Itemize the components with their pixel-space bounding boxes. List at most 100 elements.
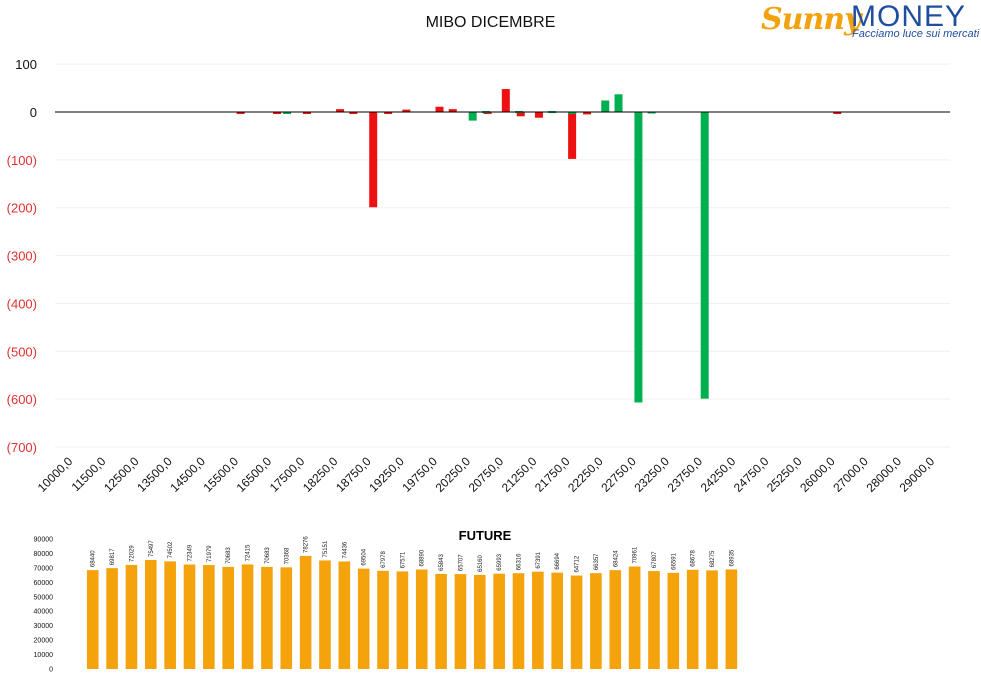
chart-bar (634, 112, 643, 403)
future-y-tick-label: 90000 (34, 537, 54, 544)
future-bar (435, 573, 447, 669)
future-data-label: 68890 (420, 549, 426, 566)
future-data-label: 66591 (671, 552, 677, 569)
chart-bar (583, 112, 592, 115)
future-data-label: 65993 (497, 553, 503, 570)
x-tick-label: 18750,0 (333, 454, 374, 495)
x-tick-label: 10000,0 (35, 454, 76, 495)
chart-bar (647, 111, 656, 114)
future-y-tick-label: 80000 (34, 551, 54, 558)
future-bar (106, 568, 118, 669)
future-bar (357, 568, 370, 669)
future-data-label: 66316 (517, 553, 523, 570)
x-tick-label: 14500,0 (167, 454, 208, 495)
future-bar (570, 575, 583, 669)
future-data-label: 65707 (458, 554, 464, 571)
future-y-tick-label: 70000 (34, 565, 54, 572)
future-data-label: 66357 (594, 553, 600, 570)
chart-bar (516, 112, 525, 117)
future-chart-title: FUTURE (458, 528, 512, 543)
x-tick-label: 23250,0 (631, 454, 672, 495)
x-tick-label: 13500,0 (134, 454, 175, 495)
x-tick-label: 29000,0 (897, 454, 938, 495)
future-bar (667, 572, 680, 669)
future-bar (648, 571, 660, 669)
y-tick-label: (700) (7, 440, 37, 455)
y-tick-label: 0 (30, 105, 37, 120)
y-tick-label: (200) (7, 201, 37, 216)
x-tick-label: 20250,0 (433, 454, 474, 495)
future-data-label: 68935 (729, 549, 735, 566)
future-bar (686, 569, 699, 669)
future-data-label: 72415 (246, 544, 252, 561)
main-chart-gridlines (55, 63, 950, 448)
future-data-label: 65160 (478, 555, 484, 572)
future-data-label: 70683 (265, 547, 271, 564)
chart-bar (833, 112, 842, 114)
x-tick-label: 15500,0 (201, 454, 242, 495)
future-bar (532, 571, 544, 669)
chart-bar (700, 112, 709, 399)
future-bar (319, 560, 331, 669)
x-tick-label: 19750,0 (399, 454, 440, 495)
future-bar (415, 569, 428, 669)
chart-bar (402, 109, 411, 112)
future-bar (512, 573, 525, 669)
main-chart-x-axis: 10000,011500,012500,013500,014500,015500… (35, 454, 938, 495)
future-bar (628, 566, 641, 669)
future-data-label: 69817 (110, 548, 116, 565)
future-bar (706, 570, 718, 669)
future-data-label: 74502 (168, 541, 174, 558)
future-data-label: 72029 (129, 545, 135, 562)
chart-bar (302, 112, 311, 114)
x-tick-label: 24750,0 (731, 454, 772, 495)
future-bar (725, 569, 738, 669)
chart-bar (435, 106, 444, 112)
future-y-tick-label: 20000 (34, 638, 54, 645)
future-data-label: 70961 (633, 546, 639, 563)
future-bar (493, 573, 505, 669)
x-tick-label: 23750,0 (665, 454, 706, 495)
chart-bar (384, 112, 393, 114)
future-bar (396, 571, 409, 669)
future-data-label: 68440 (91, 550, 97, 567)
logo-tagline: Facciamo luce sui mercati (852, 28, 980, 40)
future-data-label: 65843 (439, 554, 445, 571)
future-bar (473, 574, 486, 669)
y-tick-label: 100 (15, 57, 37, 72)
future-data-label: 64712 (575, 555, 581, 572)
future-data-label: 74436 (342, 541, 348, 558)
future-bar (299, 555, 312, 669)
chart-bar (349, 112, 358, 114)
future-y-tick-label: 10000 (34, 652, 54, 659)
x-tick-label: 21250,0 (499, 454, 540, 495)
y-tick-label: (100) (7, 153, 37, 168)
future-bar (241, 564, 254, 669)
future-y-tick-label: 60000 (34, 580, 54, 587)
x-tick-label: 24250,0 (698, 454, 739, 495)
x-tick-label: 21750,0 (532, 454, 573, 495)
y-tick-label: (600) (7, 392, 37, 407)
future-y-tick-label: 0 (49, 667, 53, 674)
future-data-label: 70683 (226, 547, 232, 564)
chart-bar (448, 109, 457, 112)
x-tick-label: 17500,0 (267, 454, 308, 495)
future-bar-chart: 0 10000 20000 30000 40000 50000 60000 70000 8000… (34, 536, 738, 674)
future-data-label: 69504 (362, 548, 368, 565)
future-data-label: 72349 (188, 544, 194, 561)
future-data-label: 70368 (284, 547, 290, 564)
future-bar (590, 573, 602, 669)
future-data-label: 68424 (613, 550, 619, 567)
x-tick-label: 28000,0 (863, 454, 904, 495)
x-tick-label: 22750,0 (598, 454, 639, 495)
x-tick-label: 11500,0 (69, 454, 109, 494)
future-chart-y-axis: 0 10000 20000 30000 40000 50000 60000 70000 8000… (34, 537, 54, 674)
chart-bar (601, 100, 610, 112)
chart-title: MIBO DICEMBRE (425, 14, 556, 31)
chart-bar (336, 109, 345, 112)
future-bar (86, 570, 99, 669)
chart-bar (369, 112, 378, 208)
chart-bar (468, 112, 477, 121)
future-data-label: 68275 (710, 550, 716, 567)
future-data-label: 75151 (323, 540, 329, 557)
